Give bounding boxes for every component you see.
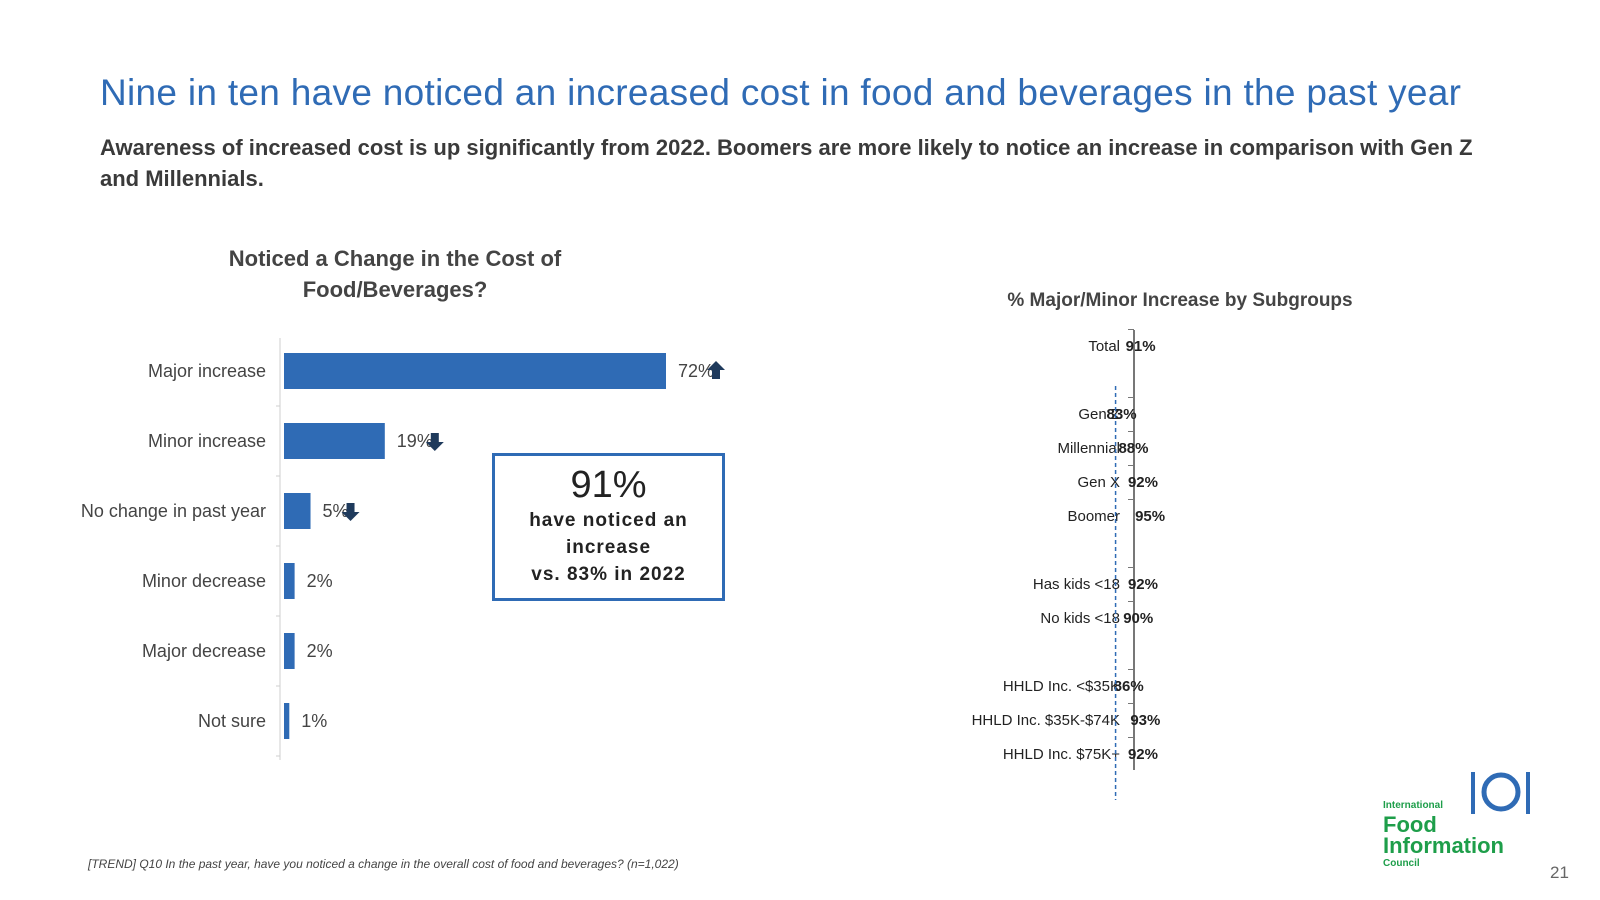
callout-line-1: have noticed an xyxy=(529,510,688,531)
right-value-label: 83% xyxy=(1107,406,1137,423)
left-value-label: 2% xyxy=(307,571,333,591)
right-category-label: HHLD Inc. <$35K xyxy=(1003,678,1120,695)
trend-down-arrow-icon xyxy=(341,503,360,521)
left-bar xyxy=(284,493,311,529)
right-category-label: Gen Z xyxy=(1078,406,1120,423)
right-value-label: 86% xyxy=(1114,678,1144,695)
right-value-label: 88% xyxy=(1118,440,1148,457)
right-value-label: 92% xyxy=(1128,576,1158,593)
left-bar xyxy=(284,633,295,669)
right-value-label: 92% xyxy=(1128,746,1158,763)
left-value-label: 1% xyxy=(301,711,327,731)
logo-text-council: Council xyxy=(1383,858,1420,869)
left-category-label: Minor increase xyxy=(148,431,266,451)
left-value-label: 72% xyxy=(678,361,714,381)
footnote: [TREND] Q10 In the past year, have you n… xyxy=(88,857,679,871)
left-bar xyxy=(284,703,290,739)
left-bar xyxy=(284,353,666,389)
right-category-label: Gen X xyxy=(1077,474,1120,491)
right-value-label: 90% xyxy=(1123,610,1153,627)
left-chart-title: Noticed a Change in the Cost of Food/Bev… xyxy=(228,246,562,302)
summary-callout: 91% have noticed an increase vs. 83% in … xyxy=(492,453,725,601)
left-bar xyxy=(284,423,385,459)
left-bar xyxy=(284,563,295,599)
left-category-label: Minor decrease xyxy=(142,571,266,591)
left-category-label: Major increase xyxy=(148,361,266,381)
slide-subtitle: Awareness of increased cost is up signif… xyxy=(100,135,1473,191)
right-category-label: Millennial xyxy=(1057,440,1120,457)
right-category-label: HHLD Inc. $75K+ xyxy=(1003,746,1120,763)
page-number: 21 xyxy=(1550,863,1569,882)
left-category-label: No change in past year xyxy=(81,501,266,521)
right-value-label: 93% xyxy=(1130,712,1160,729)
callout-value: 91% xyxy=(570,464,647,506)
left-value-label: 5% xyxy=(323,501,349,521)
logo-text-food: Food xyxy=(1383,812,1437,837)
right-category-label: No kids <18 xyxy=(1040,610,1120,627)
left-value-label: 19% xyxy=(397,431,433,451)
logo-text-international: International xyxy=(1383,800,1444,811)
trend-up-arrow-icon xyxy=(707,361,725,379)
ific-logo: International Food Information Council xyxy=(1383,772,1553,870)
right-value-label: 92% xyxy=(1128,474,1158,491)
left-category-label: Major decrease xyxy=(142,641,266,661)
right-value-label: 91% xyxy=(1126,338,1156,355)
trend-down-arrow-icon xyxy=(425,433,444,451)
left-value-label: 2% xyxy=(307,641,333,661)
right-category-label: Has kids <18 xyxy=(1033,576,1120,593)
callout-line-2: increase xyxy=(565,537,652,558)
plate-fork-icon xyxy=(1471,772,1530,814)
left-category-label: Not sure xyxy=(198,711,266,731)
right-category-label: HHLD Inc. $35K-$74K xyxy=(972,712,1120,729)
right-category-label: Boomer xyxy=(1067,508,1120,525)
right-chart-title: % Major/Minor Increase by Subgroups xyxy=(1007,290,1353,311)
logo-text-information: Information xyxy=(1383,833,1504,858)
slide-title: Nine in ten have noticed an increased co… xyxy=(100,72,1462,113)
right-category-label: Total xyxy=(1088,338,1120,355)
right-value-label: 95% xyxy=(1135,508,1165,525)
callout-line-3: vs. 83% in 2022 xyxy=(531,564,686,585)
